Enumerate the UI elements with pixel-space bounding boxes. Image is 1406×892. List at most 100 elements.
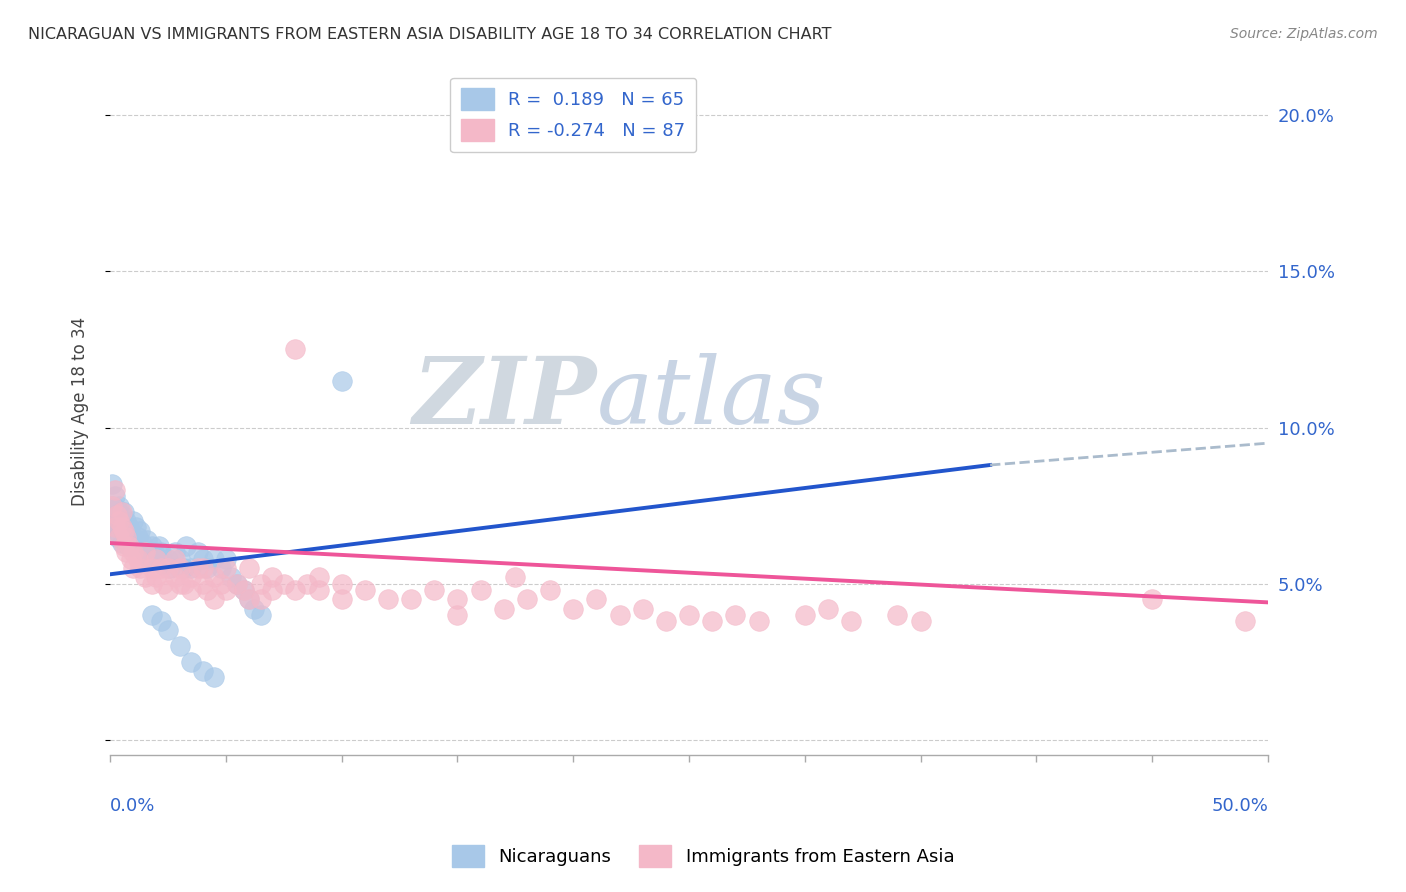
Point (1142, 592, 1164, 607)
Point (120, 551, 142, 566)
Text: Source: ZipAtlas.com: Source: ZipAtlas.com (1230, 27, 1378, 41)
Point (169, 576, 191, 591)
Point (173, 561, 195, 575)
Point (111, 508, 134, 522)
Point (105, 508, 128, 522)
Point (122, 561, 145, 575)
Point (180, 655, 202, 669)
Point (108, 526, 131, 541)
Point (141, 576, 163, 591)
Point (117, 539, 139, 553)
Legend: Nicaraguans, Immigrants from Eastern Asia: Nicaraguans, Immigrants from Eastern Asi… (444, 838, 962, 874)
Point (122, 533, 145, 547)
Point (249, 576, 271, 591)
Text: NICARAGUAN VS IMMIGRANTS FROM EASTERN ASIA DISABILITY AGE 18 TO 34 CORRELATION C: NICARAGUAN VS IMMIGRANTS FROM EASTERN AS… (28, 27, 831, 42)
Point (886, 607, 908, 622)
Point (163, 551, 186, 566)
Point (141, 607, 163, 622)
Point (180, 561, 202, 575)
Point (191, 551, 214, 566)
Point (112, 505, 135, 519)
Point (446, 607, 468, 622)
Point (105, 520, 128, 534)
Point (215, 551, 238, 566)
Point (295, 576, 318, 591)
Point (505, 570, 527, 584)
Point (238, 592, 260, 607)
Point (215, 582, 238, 597)
Point (136, 533, 159, 547)
Point (353, 582, 375, 597)
Point (111, 520, 134, 534)
Point (129, 561, 152, 575)
Point (284, 582, 307, 597)
Point (330, 576, 353, 591)
Point (191, 664, 214, 678)
Point (308, 570, 330, 584)
Point (817, 601, 839, 615)
Point (226, 576, 249, 591)
Point (120, 526, 142, 541)
Point (169, 551, 191, 566)
Point (702, 614, 724, 628)
Legend: R =  0.189   N = 65, R = -0.274   N = 87: R = 0.189 N = 65, R = -0.274 N = 87 (450, 78, 696, 153)
Point (101, 514, 124, 528)
Point (111, 505, 134, 519)
Point (470, 582, 492, 597)
Point (273, 576, 295, 591)
Point (156, 582, 179, 597)
Point (180, 570, 202, 584)
Point (202, 570, 225, 584)
Point (156, 624, 179, 638)
Point (308, 582, 330, 597)
Point (173, 576, 195, 591)
Point (195, 582, 218, 597)
Text: 0.0%: 0.0% (110, 797, 156, 814)
Point (117, 520, 139, 534)
Point (330, 374, 353, 388)
Point (249, 592, 271, 607)
Point (104, 520, 127, 534)
Point (108, 499, 131, 513)
Point (156, 551, 179, 566)
Point (104, 520, 127, 534)
Point (209, 561, 232, 575)
Point (145, 551, 167, 566)
Point (191, 561, 214, 575)
Point (127, 530, 149, 544)
Point (538, 582, 561, 597)
Point (446, 592, 468, 607)
Point (330, 592, 353, 607)
Point (101, 499, 124, 513)
Point (747, 614, 769, 628)
Point (148, 539, 170, 553)
Point (141, 539, 163, 553)
Point (101, 476, 124, 491)
Point (105, 501, 128, 516)
Point (124, 520, 146, 534)
Point (141, 561, 163, 575)
Text: atlas: atlas (596, 353, 825, 443)
Point (191, 576, 214, 591)
Point (105, 530, 128, 544)
Point (1233, 614, 1256, 628)
Point (163, 545, 186, 559)
Text: 50.0%: 50.0% (1211, 797, 1268, 814)
Point (104, 483, 127, 497)
Point (150, 614, 173, 628)
Point (195, 561, 218, 575)
Point (609, 607, 631, 622)
Point (209, 576, 232, 591)
Point (238, 561, 260, 575)
Point (242, 601, 264, 615)
Point (910, 614, 932, 628)
Point (249, 607, 271, 622)
Point (108, 514, 131, 528)
Point (111, 536, 134, 550)
Point (176, 539, 198, 553)
Point (233, 582, 256, 597)
Y-axis label: Disability Age 18 to 34: Disability Age 18 to 34 (72, 318, 89, 507)
Point (122, 545, 145, 559)
Point (115, 530, 138, 544)
Point (152, 558, 174, 572)
